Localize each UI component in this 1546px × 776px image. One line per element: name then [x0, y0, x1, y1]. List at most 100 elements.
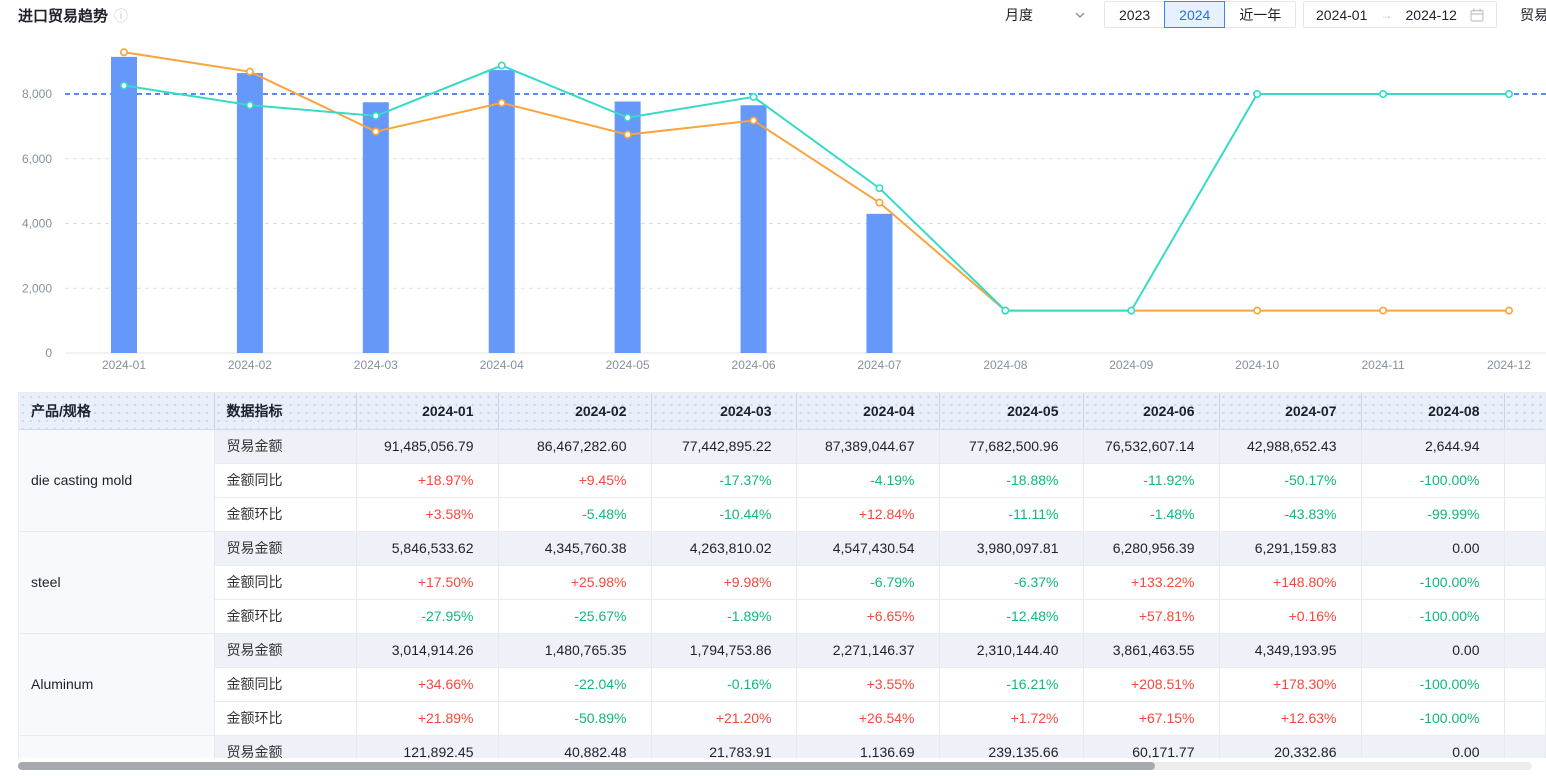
line-marker[interactable]	[497, 98, 506, 107]
calendar-icon	[1470, 8, 1484, 22]
partial-column-cell	[1504, 633, 1545, 668]
info-icon[interactable]: ⓘ	[114, 7, 129, 24]
bar[interactable]	[236, 73, 263, 353]
svg-text:2024-10: 2024-10	[1235, 358, 1279, 372]
horizontal-scrollbar[interactable]	[18, 762, 1532, 770]
percent-cell: +9.98%	[651, 565, 797, 600]
line-marker[interactable]	[371, 127, 380, 136]
table-row: 金额环比 +3.58% -5.48% -10.44% +12.84% -11.11% -1.…	[19, 497, 1545, 532]
bar[interactable]	[362, 102, 389, 354]
svg-text:2024-09: 2024-09	[1109, 358, 1153, 372]
line-marker[interactable]	[1379, 89, 1388, 98]
percent-cell: +18.97%	[356, 463, 499, 498]
percent-cell: -1.48%	[1083, 497, 1220, 532]
amount-cell: 42,988,652.43	[1219, 429, 1362, 464]
amount-cell: 239,135.66	[939, 735, 1084, 758]
partial-column-cell	[1504, 429, 1545, 464]
partial-column-cell	[1504, 531, 1545, 566]
amount-cell: 87,389,044.67	[796, 429, 940, 464]
percent-cell: -99.99%	[1361, 497, 1505, 532]
line-marker[interactable]	[371, 111, 380, 120]
percent-cell: -100.00%	[1361, 701, 1505, 736]
line-marker[interactable]	[497, 61, 506, 70]
line-marker[interactable]	[1001, 306, 1010, 315]
line-marker[interactable]	[1253, 306, 1262, 315]
percent-cell: -10.44%	[651, 497, 797, 532]
line-marker[interactable]	[1127, 306, 1136, 315]
line-marker[interactable]	[623, 113, 632, 122]
percent-cell: +17.50%	[356, 565, 499, 600]
amount-cell: 91,485,056.79	[356, 429, 499, 464]
line-marker[interactable]	[245, 67, 254, 76]
bars-series	[111, 56, 893, 354]
column-header: 2024-04	[796, 393, 940, 430]
bar[interactable]	[111, 56, 137, 354]
line-marker[interactable]	[1504, 89, 1513, 98]
trend-chart: 0 2,000 4,000 6,000 8,000 2024-01 2024-02 2024-…	[0, 35, 1546, 375]
percent-cell: -5.48%	[498, 497, 652, 532]
percent-cell: +178.30%	[1219, 667, 1362, 702]
amount-cell: 2,310,144.40	[939, 633, 1084, 668]
bar[interactable]	[614, 101, 641, 353]
table-row: 金额环比 -27.95% -25.67% -1.89% +6.65% -12.48% +57…	[19, 599, 1545, 634]
x-axis-labels: 2024-01 2024-02 2024-03 2024-04 2024-05 2024-…	[102, 358, 1531, 372]
percent-cell: -100.00%	[1361, 565, 1505, 600]
date-range-end: 2024-12	[1405, 6, 1457, 23]
line-marker[interactable]	[245, 101, 254, 110]
svg-text:2024-08: 2024-08	[983, 358, 1027, 372]
percent-cell: -22.04%	[498, 667, 652, 702]
table-row: die casting mold 贸易金额 91,485,056.79 86,467,…	[19, 429, 1545, 532]
percent-cell: +3.58%	[356, 497, 499, 532]
amount-cell: 6,280,956.39	[1083, 531, 1220, 566]
bar[interactable]	[488, 70, 515, 353]
column-header: 2024-01	[356, 393, 499, 430]
line-marker[interactable]	[120, 81, 129, 90]
line-marker[interactable]	[749, 116, 758, 125]
indicator-cell: 贸易金额	[214, 633, 357, 668]
percent-cell: +9.45%	[498, 463, 652, 498]
bar[interactable]	[866, 213, 893, 353]
amount-cell: 77,682,500.96	[939, 429, 1084, 464]
amount-cell: 1,480,765.35	[498, 633, 652, 668]
line-marker[interactable]	[623, 130, 632, 139]
partial-column-cell	[1504, 463, 1545, 498]
orange-line-series	[120, 48, 1513, 315]
svg-text:2024-07: 2024-07	[857, 358, 901, 372]
partial-column-cell	[1504, 735, 1545, 758]
y-axis-labels: 0 2,000 4,000 6,000 8,000	[22, 87, 52, 360]
percent-cell: -50.17%	[1219, 463, 1362, 498]
svg-text:2024-05: 2024-05	[606, 358, 650, 372]
recent-year-button[interactable]: 近一年	[1224, 1, 1297, 28]
year-2023-button[interactable]: 2023	[1104, 1, 1166, 28]
scrollbar-thumb[interactable]	[18, 762, 1155, 770]
percent-cell: -0.16%	[651, 667, 797, 702]
line-marker[interactable]	[749, 92, 758, 101]
year-button-group: 2023 2024 近一年	[1104, 1, 1297, 28]
line-marker[interactable]	[875, 198, 884, 207]
line-marker[interactable]	[1253, 89, 1262, 98]
partial-column-cell	[1504, 667, 1545, 702]
bar[interactable]	[740, 105, 767, 353]
percent-cell: +21.89%	[356, 701, 499, 736]
line-marker[interactable]	[120, 48, 129, 57]
percent-cell: -4.19%	[796, 463, 940, 498]
svg-text:2,000: 2,000	[22, 281, 52, 295]
indicator-cell: 金额同比	[214, 667, 357, 702]
percent-cell: -100.00%	[1361, 667, 1505, 702]
period-select[interactable]: 月度	[1005, 1, 1085, 28]
line-marker[interactable]	[875, 184, 884, 193]
year-2024-button[interactable]: 2024	[1164, 1, 1226, 28]
partial-column-cell	[1504, 599, 1545, 634]
amount-cell: 121,892.45	[356, 735, 499, 758]
line-marker[interactable]	[1504, 306, 1513, 315]
product-name-cell: steel	[19, 531, 215, 634]
clipped-right-control[interactable]: 贸易	[1520, 6, 1546, 23]
amount-cell: 0.00	[1361, 735, 1505, 758]
date-range-picker[interactable]: 2024-01 → 2024-12	[1303, 1, 1497, 28]
line-marker[interactable]	[1379, 306, 1388, 315]
table-row: 金额同比 +17.50% +25.98% +9.98% -6.79% -6.37% +133…	[19, 565, 1545, 600]
percent-cell: -50.89%	[498, 701, 652, 736]
percent-cell: +25.98%	[498, 565, 652, 600]
column-header-partial	[1504, 393, 1545, 430]
